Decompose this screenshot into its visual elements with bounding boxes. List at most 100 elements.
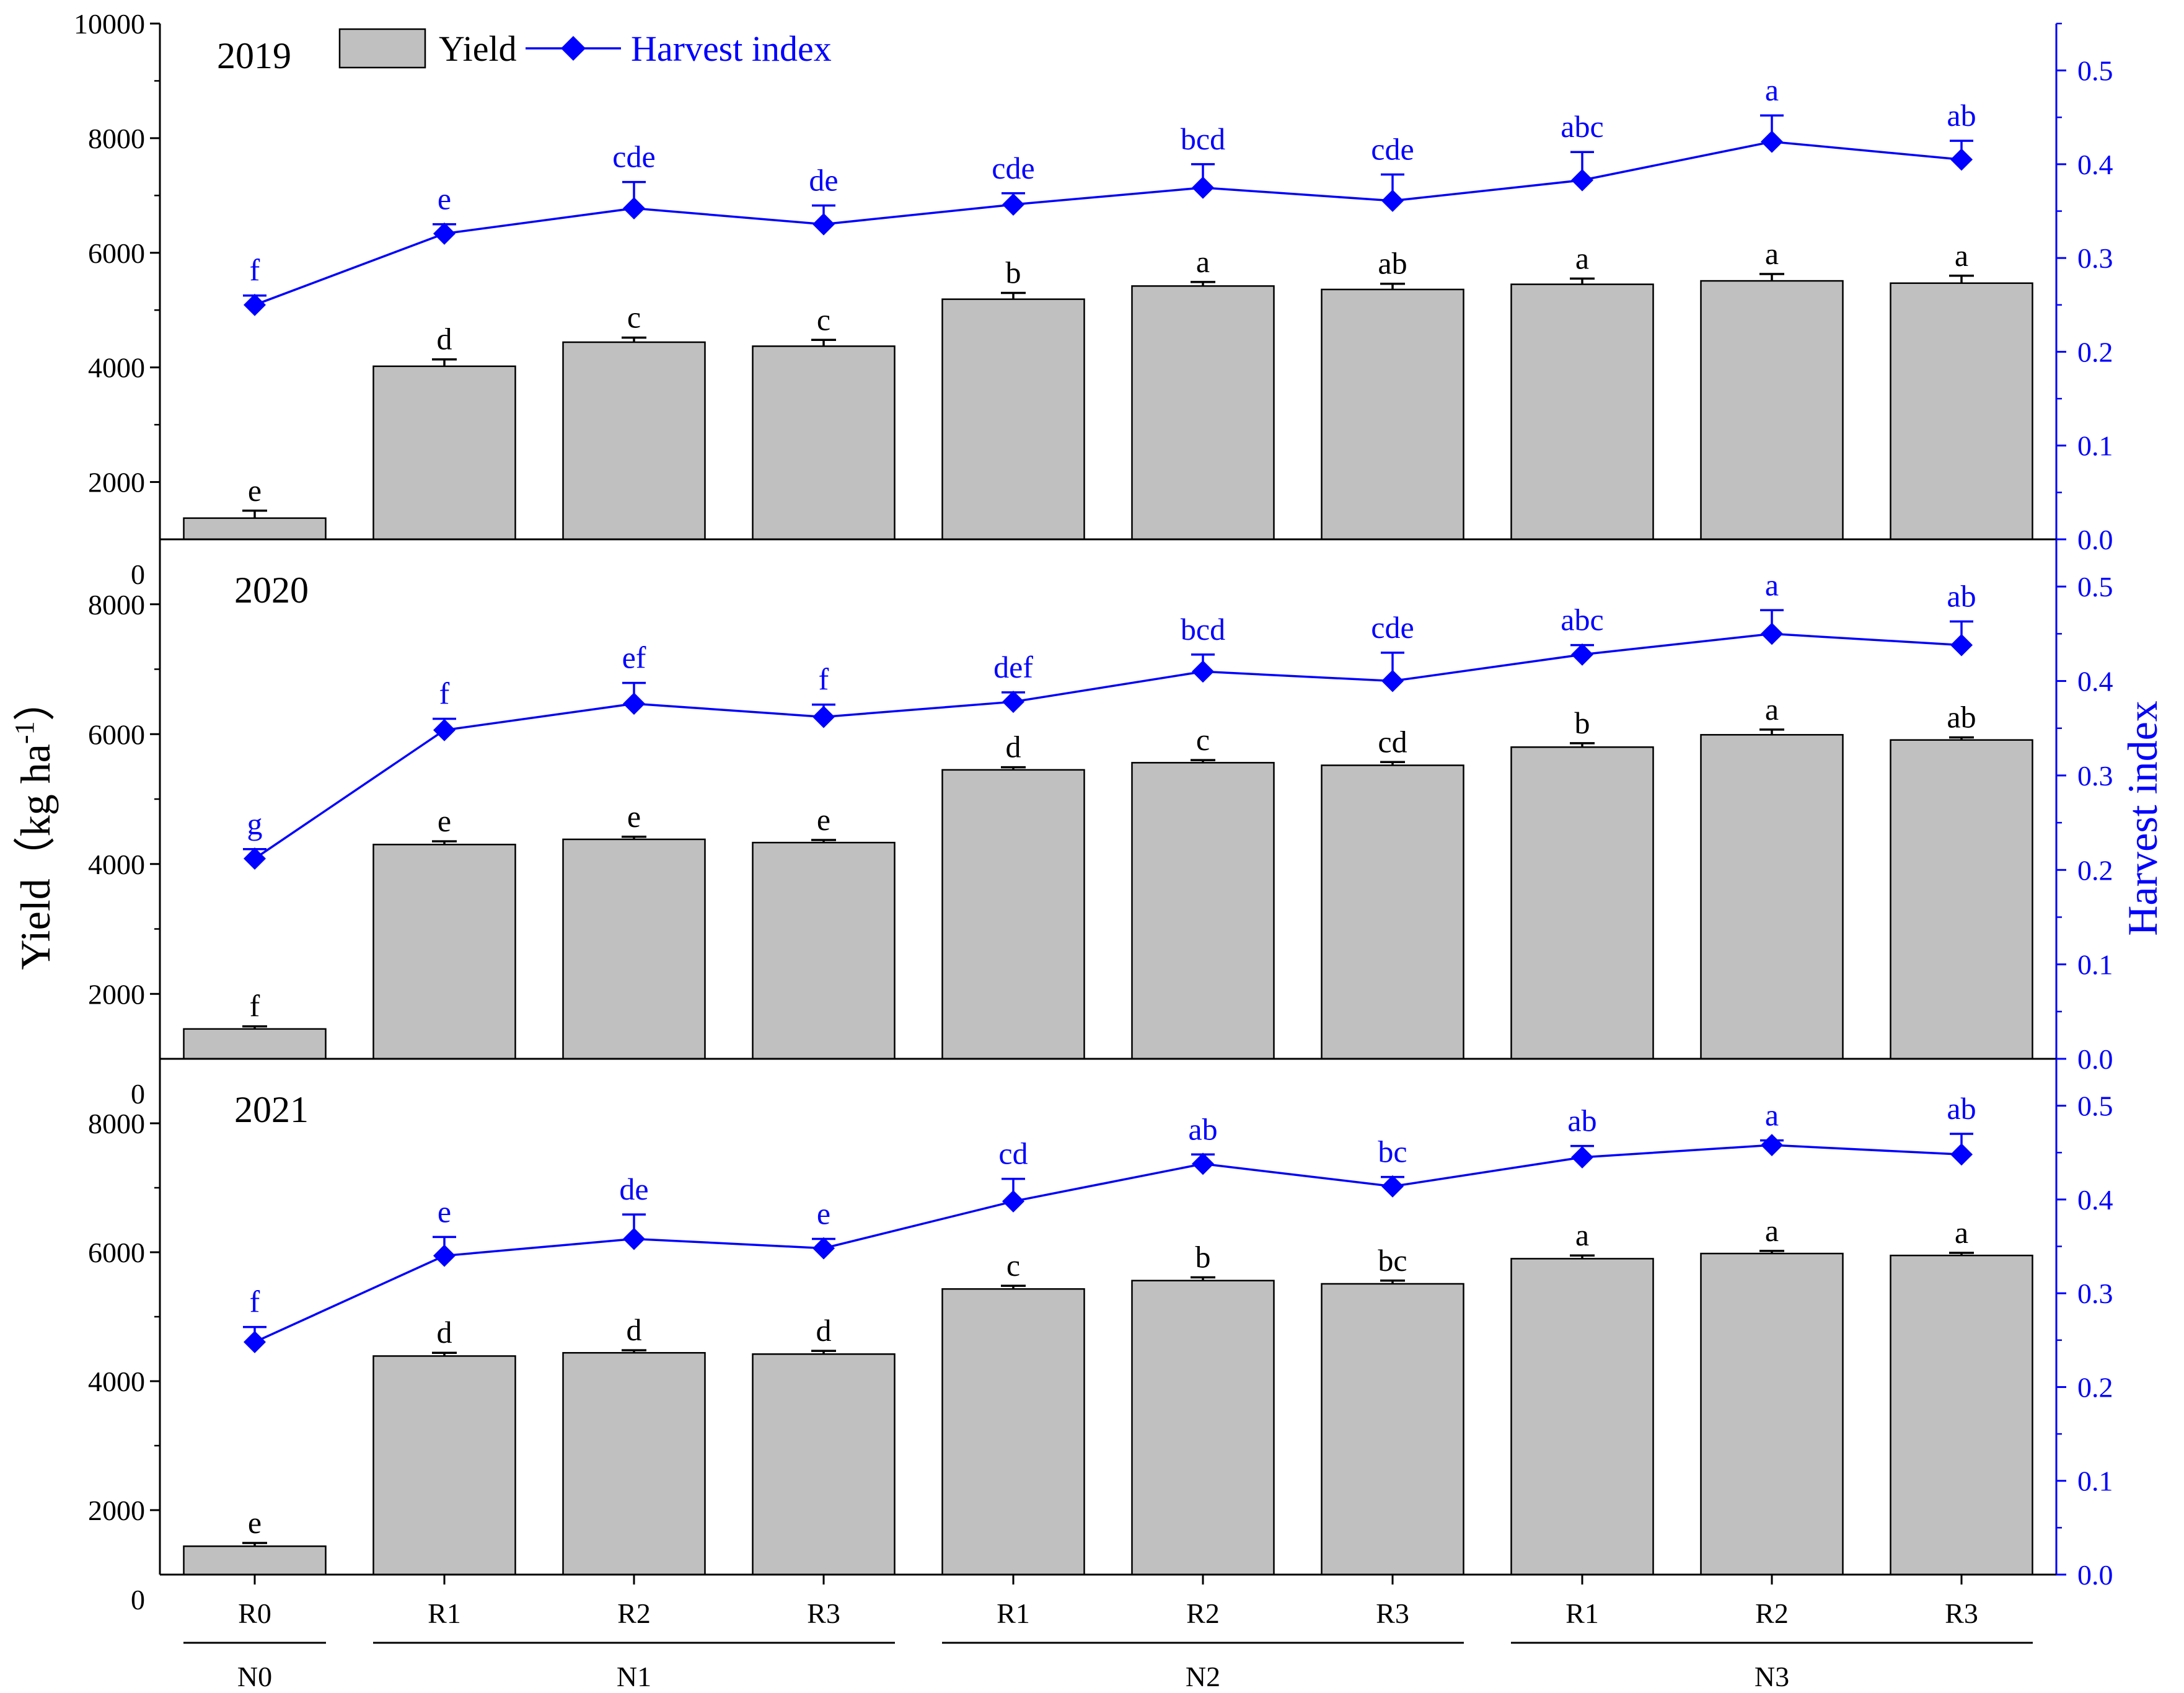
yield-sig-letter: e	[627, 799, 641, 834]
yield-sig-letter: cd	[1378, 724, 1407, 759]
yield-sig-letter: d	[627, 1312, 642, 1347]
x-category-label: R0	[238, 1598, 271, 1629]
hi-sig-letter: cde	[612, 139, 655, 174]
hi-marker	[1381, 670, 1404, 692]
yield-sig-letter: b	[1575, 705, 1590, 740]
yield-bar	[1890, 282, 2033, 541]
hi-sig-letter: ab	[1947, 1091, 1976, 1126]
yield-bar	[941, 298, 1085, 541]
yield-sig-letter: d	[1006, 730, 1021, 764]
y-right-tick-label: 0.2	[2077, 854, 2113, 886]
yield-sig-letter: b	[1195, 1240, 1211, 1275]
hi-marker	[1761, 130, 1783, 153]
x-category-label: R2	[1755, 1598, 1789, 1629]
y-left-tick-label: 2000	[88, 1495, 145, 1526]
y-right-tick-label: 0.5	[2077, 1090, 2113, 1122]
yield-bar	[941, 769, 1085, 1060]
yield-bar	[752, 841, 896, 1060]
hi-sig-letter: de	[809, 162, 838, 197]
legend-yield-swatch	[338, 28, 426, 69]
y-left-tick-label: 2000	[88, 467, 145, 498]
yield-sig-letter: c	[1196, 722, 1210, 757]
yield-sig-letter: d	[816, 1313, 832, 1348]
y-left-top-tick-label: 0	[131, 1078, 145, 1110]
panel-year-label: 2021	[234, 1089, 309, 1130]
y-right-tick-label: 0.3	[2077, 1278, 2113, 1309]
y-right-tick-label: 0.1	[2077, 1465, 2113, 1497]
hi-sig-letter: bcd	[1181, 612, 1225, 647]
hi-marker	[1381, 1175, 1404, 1198]
yield-bar	[183, 517, 327, 541]
y-right-tick-label: 0.0	[2077, 1043, 2113, 1075]
hi-marker	[433, 222, 456, 245]
hi-sig-letter: e	[438, 182, 451, 216]
x-axis-layer: R0 R1 R2 R3 R1 R2 R3 R1 R2 R3 N0 N1 N2 N3	[183, 1575, 2033, 1692]
yield-sig-letter: a	[1765, 236, 1779, 271]
yield-sig-letter: bc	[1378, 1243, 1407, 1278]
hi-marker	[433, 1244, 456, 1267]
hi-sig-letter: bc	[1378, 1134, 1407, 1169]
y-left-axis-title-close: ）	[12, 679, 59, 721]
yield-sig-letter: a	[1955, 238, 1968, 273]
yield-bar	[1510, 283, 1654, 541]
hi-sig-letter: cde	[992, 151, 1034, 185]
yield-sig-letter: ab	[1378, 246, 1407, 281]
y-left-axis-title-main: Yield（kg ha	[12, 744, 59, 970]
hi-sig-letter: f	[250, 253, 260, 288]
yield-sig-letter: c	[627, 300, 641, 335]
y-left-tick-label: 10000	[74, 8, 145, 40]
hi-marker	[1950, 634, 1973, 656]
yield-bar	[372, 365, 516, 541]
y-right-tick-label: 0.0	[2077, 1559, 2113, 1591]
y-left-tick-label: 2000	[88, 978, 145, 1010]
panel-2019: e d c c b a ab a a a f e cde de cde bcd cde abc a ab 2000 400…	[74, 8, 2113, 555]
yield-bar	[1700, 1252, 1844, 1576]
yield-sig-letter: a	[1765, 1213, 1779, 1248]
y-right-tick-label: 0.2	[2077, 336, 2113, 368]
y-right-tick-label: 0.1	[2077, 430, 2113, 462]
y-left-axis-title-sup: -1	[9, 721, 40, 744]
yield-bar	[1510, 746, 1654, 1060]
y-left-tick-label: 4000	[88, 1366, 145, 1397]
hi-sig-letter: def	[993, 650, 1033, 684]
yield-sig-letter: d	[437, 1315, 452, 1350]
x-group-label: N2	[1186, 1661, 1220, 1692]
y-left-tick-label: 6000	[88, 1237, 145, 1268]
yield-sig-letter: e	[817, 802, 830, 837]
x-category-label: R3	[807, 1598, 840, 1629]
yield-sig-letter: a	[1575, 1218, 1589, 1252]
x-category-label: R1	[997, 1598, 1030, 1629]
hi-marker	[812, 705, 835, 728]
y-right-tick-label: 0.1	[2077, 949, 2113, 981]
yield-bar	[1321, 1283, 1464, 1576]
yield-sig-letter: f	[250, 989, 260, 1023]
hi-sig-letter: ef	[622, 640, 646, 675]
legend-yield-label: Yield	[439, 29, 517, 69]
hi-marker	[812, 1237, 835, 1260]
yield-sig-letter: a	[1575, 241, 1589, 275]
y-left-tick-label: 8000	[88, 1108, 145, 1139]
panel-2021: e d d d c b bc a a a f e de e cd ab bc ab a ab 2000 4000 6000 8…	[88, 1058, 2113, 1616]
x-category-label: R1	[428, 1598, 461, 1629]
hi-sig-letter: e	[438, 1194, 451, 1229]
hi-marker	[1571, 169, 1593, 192]
hi-sig-letter: g	[247, 807, 263, 841]
hi-marker	[1002, 1190, 1024, 1213]
hi-sig-letter: f	[439, 676, 450, 710]
hi-marker	[623, 692, 645, 715]
yield-bar	[1890, 1254, 2033, 1576]
x-category-label: R2	[617, 1598, 651, 1629]
panel-year-label: 2020	[234, 570, 309, 611]
y-right-tick-label: 0.2	[2077, 1371, 2113, 1403]
y-left-bottom-tick-label: 0	[131, 1584, 145, 1616]
y-right-axis-title: Harvest index	[2119, 701, 2166, 936]
hi-sig-letter: a	[1765, 567, 1779, 602]
hi-marker	[623, 197, 645, 220]
hi-marker	[1192, 1152, 1214, 1175]
yield-bar	[1700, 734, 1844, 1060]
hi-sig-letter: abc	[1561, 109, 1603, 144]
y-right-tick-label: 0.4	[2077, 1184, 2113, 1216]
axis-title-layer: Yield（kg ha-1） Harvest index	[9, 679, 2166, 970]
hi-marker	[1761, 1134, 1783, 1157]
